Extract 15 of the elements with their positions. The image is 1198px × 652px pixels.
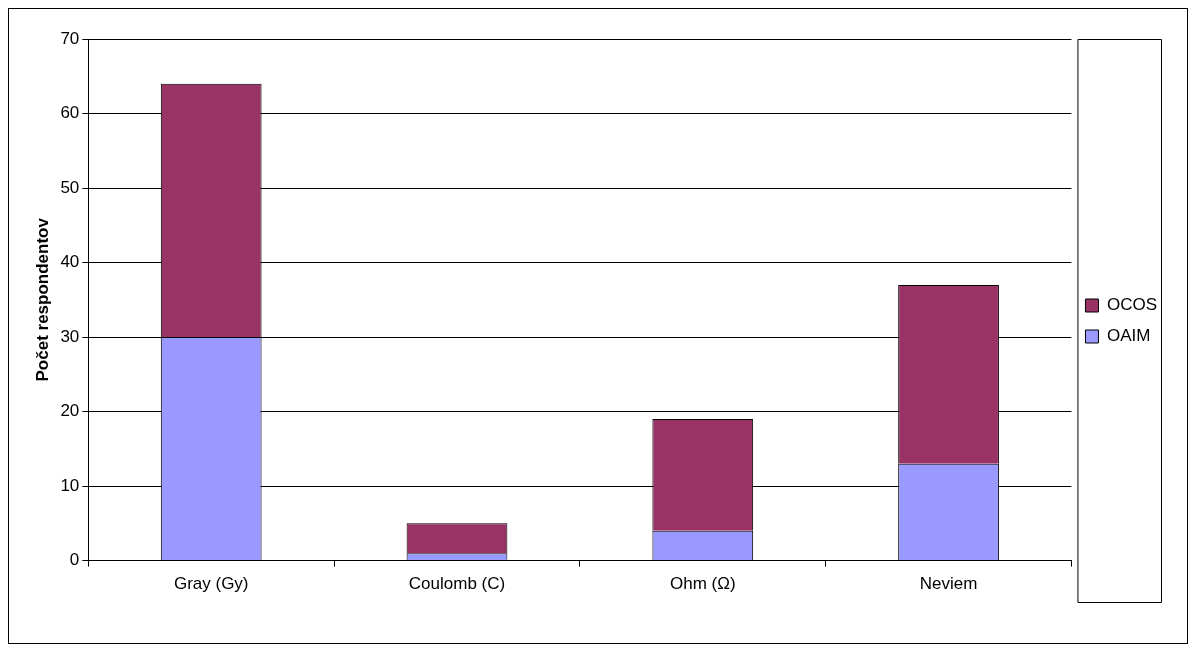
y-tick-label: 50 [60,177,80,197]
y-tick-label: 40 [60,252,80,272]
x-tick-label: Coulomb (C) [408,574,506,594]
legend-label: OAIM [1106,326,1151,346]
x-tick-label: Neviem [919,574,978,594]
y-tick-label: 0 [69,550,80,570]
y-tick-label: 70 [60,28,80,48]
legend-label: OCOS [1106,295,1157,315]
y-axis-title: Počet respondentov [32,217,52,382]
x-tick-label: Ohm (Ω) [669,574,736,594]
y-tick-label: 30 [60,326,80,346]
y-tick-label: 10 [60,475,80,495]
x-tick-label: Gray (Gy) [173,574,249,594]
y-tick-label: 20 [60,401,80,421]
y-tick-label: 60 [60,103,80,123]
